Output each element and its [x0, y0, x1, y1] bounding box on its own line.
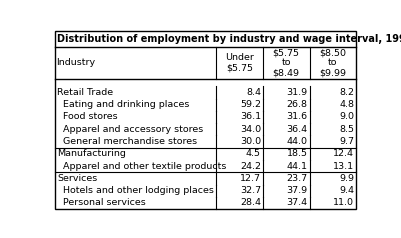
Text: 9.4: 9.4 [339, 186, 354, 195]
Text: 37.9: 37.9 [287, 186, 308, 195]
Text: 28.4: 28.4 [240, 198, 261, 208]
Text: Apparel and other textile products: Apparel and other textile products [57, 162, 227, 171]
Text: Services: Services [57, 174, 97, 183]
Text: $5.75
to
$8.49: $5.75 to $8.49 [273, 48, 300, 78]
Text: Apparel and accessory stores: Apparel and accessory stores [57, 125, 204, 134]
Text: Retail Trade: Retail Trade [57, 88, 113, 97]
Text: Under
$5.75: Under $5.75 [225, 53, 254, 73]
Text: 44.1: 44.1 [287, 162, 308, 171]
Text: 31.9: 31.9 [287, 88, 308, 97]
Text: 36.4: 36.4 [287, 125, 308, 134]
Text: Manufacturing: Manufacturing [57, 149, 126, 158]
Text: 4.8: 4.8 [339, 100, 354, 109]
Text: 24.2: 24.2 [240, 162, 261, 171]
Text: 12.4: 12.4 [333, 149, 354, 158]
Text: 31.6: 31.6 [287, 113, 308, 121]
Text: 59.2: 59.2 [240, 100, 261, 109]
Text: Personal services: Personal services [57, 198, 146, 208]
Text: General merchandise stores: General merchandise stores [57, 137, 197, 146]
Text: Hotels and other lodging places: Hotels and other lodging places [57, 186, 214, 195]
Text: Food stores: Food stores [57, 113, 118, 121]
Text: 30.0: 30.0 [240, 137, 261, 146]
Text: 9.9: 9.9 [339, 174, 354, 183]
Text: 8.2: 8.2 [339, 88, 354, 97]
Text: 18.5: 18.5 [287, 149, 308, 158]
Text: 26.8: 26.8 [287, 100, 308, 109]
Text: Distribution of employment by industry and wage interval, 1996: Distribution of employment by industry a… [57, 34, 401, 44]
Text: Industry: Industry [56, 58, 95, 67]
Text: 9.0: 9.0 [339, 113, 354, 121]
Text: 12.7: 12.7 [240, 174, 261, 183]
Text: 9.7: 9.7 [339, 137, 354, 146]
Text: 36.1: 36.1 [240, 113, 261, 121]
Text: 13.1: 13.1 [333, 162, 354, 171]
Text: 4.5: 4.5 [246, 149, 261, 158]
Text: 11.0: 11.0 [333, 198, 354, 208]
Text: 34.0: 34.0 [240, 125, 261, 134]
Text: $8.50
to
$9.99: $8.50 to $9.99 [319, 48, 346, 78]
Text: 8.4: 8.4 [246, 88, 261, 97]
Text: 32.7: 32.7 [240, 186, 261, 195]
Text: 8.5: 8.5 [339, 125, 354, 134]
Text: Eating and drinking places: Eating and drinking places [57, 100, 190, 109]
Text: 37.4: 37.4 [287, 198, 308, 208]
Text: 44.0: 44.0 [287, 137, 308, 146]
Text: 23.7: 23.7 [287, 174, 308, 183]
